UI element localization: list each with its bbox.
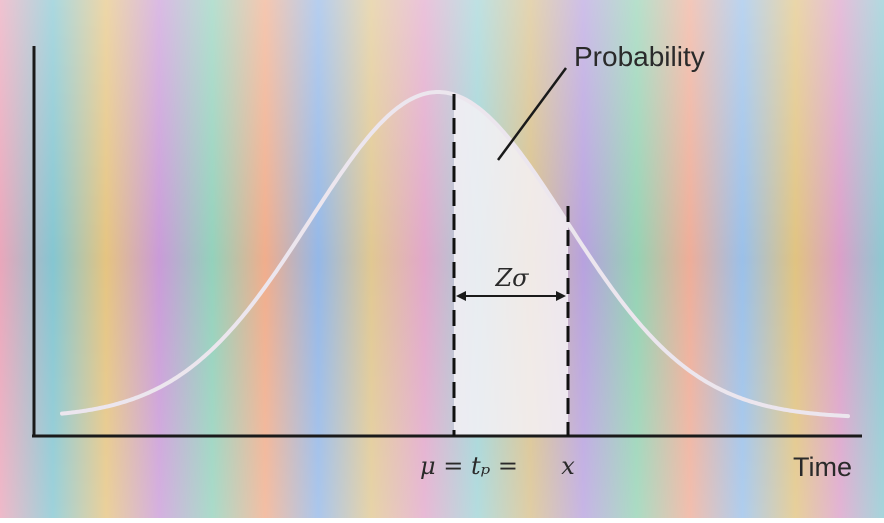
probability-label: Probability [574,41,705,72]
mean-label: μ = tₚ = [420,452,518,480]
x-point-label: x [561,452,575,480]
time-axis-label: Time [793,452,852,482]
z-sigma-arrow [456,291,566,301]
z-sigma-label: Zσ [494,264,529,292]
probability-shaded-region [454,94,568,436]
probability-leader-line [496,67,568,161]
